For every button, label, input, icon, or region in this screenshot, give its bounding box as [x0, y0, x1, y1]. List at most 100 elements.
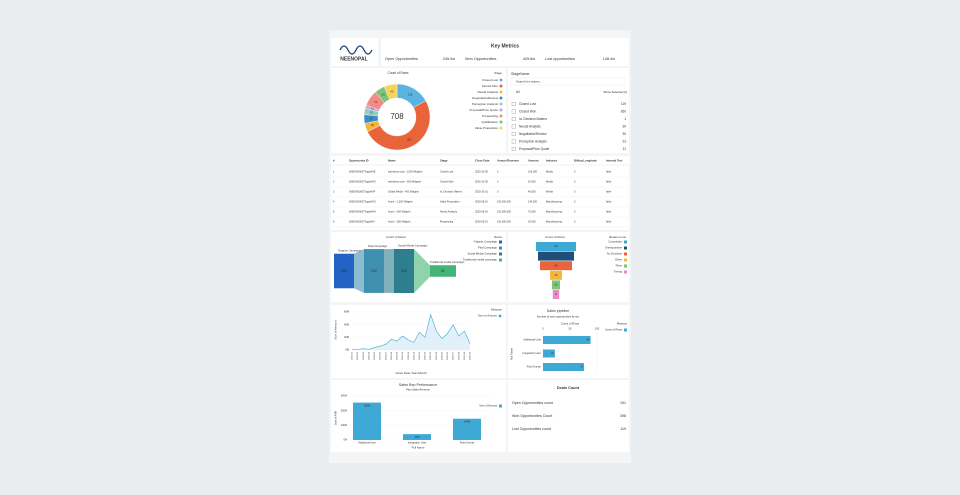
slice-label: 30 [371, 123, 375, 127]
bar-value: 45 [554, 254, 558, 258]
table-cell: false [606, 201, 612, 204]
legend-label: Traditional media campaign [463, 258, 498, 262]
x-tick-label: 2019-04 [368, 351, 370, 360]
table-cell: 100,000,000 [497, 201, 512, 204]
table-cell: false [606, 221, 612, 224]
legend-swatch [499, 78, 503, 82]
node-value: 233 [401, 269, 407, 273]
bar-value: 40M [415, 436, 420, 439]
table-cell: 140,000 [528, 201, 538, 204]
table-cell: 0 [574, 201, 576, 204]
table-cell: 0 [574, 191, 576, 194]
checkbox[interactable] [511, 139, 516, 144]
metric-label: Open Opportunities [385, 57, 418, 61]
metric-value: 429.6w [523, 57, 536, 61]
checkbox[interactable] [511, 124, 516, 129]
legend-label: Value Proposition [475, 126, 499, 130]
search-box[interactable] [510, 77, 626, 86]
table-cell: 6 [333, 221, 335, 224]
chart-title: Count of Rows [386, 235, 406, 239]
table-cell: 0 [497, 191, 499, 194]
checkbox[interactable] [511, 132, 516, 136]
legend-label: Count of Rows [605, 328, 623, 332]
y-tick-label: 20M [344, 335, 349, 339]
legend-swatch [499, 108, 503, 112]
panel-title: Deals Count [557, 386, 580, 390]
bar [543, 363, 585, 371]
legend-label: Organic Campaign [474, 240, 498, 244]
x-tick-label: Point Kumar [460, 441, 474, 445]
table-cell: 2020-06-16 [475, 211, 488, 214]
bar-value: 22 [551, 351, 554, 355]
table-cell: Manufacturing [546, 211, 562, 214]
x-tick-label: 2019-01 [352, 351, 354, 360]
slicer-item: Negotiation/Review [519, 132, 547, 136]
table-cell: Id. Decision Makers [440, 191, 463, 194]
legend-swatch [499, 240, 502, 244]
y-axis-title: Full Name [510, 348, 514, 360]
table-cell: 70,000 [528, 211, 536, 214]
slice-label: 23 [370, 110, 374, 114]
x-tick-label: 2019-10 [402, 351, 404, 360]
legend-label: Unresponsive [605, 246, 623, 250]
y-tick-label: 60M [344, 310, 349, 314]
table-cell: 100,000 [528, 171, 538, 174]
x-tick-label: 2020-05 [441, 351, 443, 360]
table-cell: Needs Analysis [440, 211, 458, 214]
table-cell: 0 [574, 221, 576, 224]
checkbox[interactable] [511, 102, 516, 106]
metric-value: 245.0w [443, 57, 456, 61]
slice-label: 30 [369, 116, 373, 120]
bar [453, 418, 481, 440]
checkbox[interactable] [511, 109, 516, 114]
x-tick-label: 2019-09 [397, 351, 399, 360]
legend-label: Needs Analysis [477, 90, 498, 94]
panel [331, 156, 629, 230]
y-tick-label: Point Kumar [527, 365, 541, 369]
x-tick-label: Additional User [358, 441, 376, 445]
x-axis-title: Full Name [412, 446, 425, 450]
table-cell: 1 [333, 171, 335, 174]
slicer-title: StageName [511, 72, 530, 76]
bar-value: 255M [364, 404, 370, 407]
legend-swatch [624, 240, 627, 244]
table-cell: Prospecting [440, 221, 454, 224]
chart-title: Sales Rep Performance [399, 383, 437, 387]
chart-subtitle: Number of open opportunities by rep [537, 315, 580, 319]
table-cell: 2020-08-10 [475, 201, 488, 204]
x-tick-label: 0 [542, 327, 544, 331]
x-tick-label: 2020-06 [447, 351, 449, 360]
funnel-bar [538, 251, 574, 261]
table-cell: 0060X000007SqqbAAG [349, 201, 376, 204]
legend-label: Price [616, 264, 623, 268]
bar-value: 76 [580, 365, 583, 369]
slice-label: 45 [390, 89, 394, 93]
x-tick-label: 2019-03 [363, 351, 365, 360]
x-tick-label: Integration User [408, 441, 427, 445]
search-placeholder: Search for values... [516, 79, 542, 83]
sankey-node [394, 249, 414, 293]
table-cell: 3 [333, 191, 335, 194]
table-cell: Acme - 600 Widgets [388, 211, 411, 214]
legend-swatch [499, 96, 503, 100]
legend-label: No Decision [607, 252, 623, 256]
bar-value: 145M [464, 420, 470, 423]
x-tick-label: 2019-08 [391, 351, 393, 360]
x-axis-title: Count of Rows [561, 322, 580, 326]
table-cell: 2020-05-15 [475, 221, 488, 224]
deal-label: Open Opportunities count [512, 401, 553, 405]
checkbox[interactable] [511, 147, 516, 151]
x-tick-label: 2019-05 [374, 351, 376, 360]
legend-swatch [624, 252, 627, 256]
legend-swatch [499, 246, 502, 250]
legend-swatch [499, 84, 503, 88]
table-cell: 2020-10-28 [475, 181, 488, 184]
node-label: Traditional media campaign [430, 260, 465, 264]
table-cell: 10,000 [528, 181, 536, 184]
slicer-item: Id. Decision Makers [519, 117, 547, 121]
legend-swatch [499, 258, 502, 262]
slicer-count: 360 [621, 109, 627, 113]
slice-label: 36 [382, 93, 386, 97]
x-tick-label: 2020-10 [470, 351, 472, 360]
checkbox[interactable] [511, 117, 516, 121]
